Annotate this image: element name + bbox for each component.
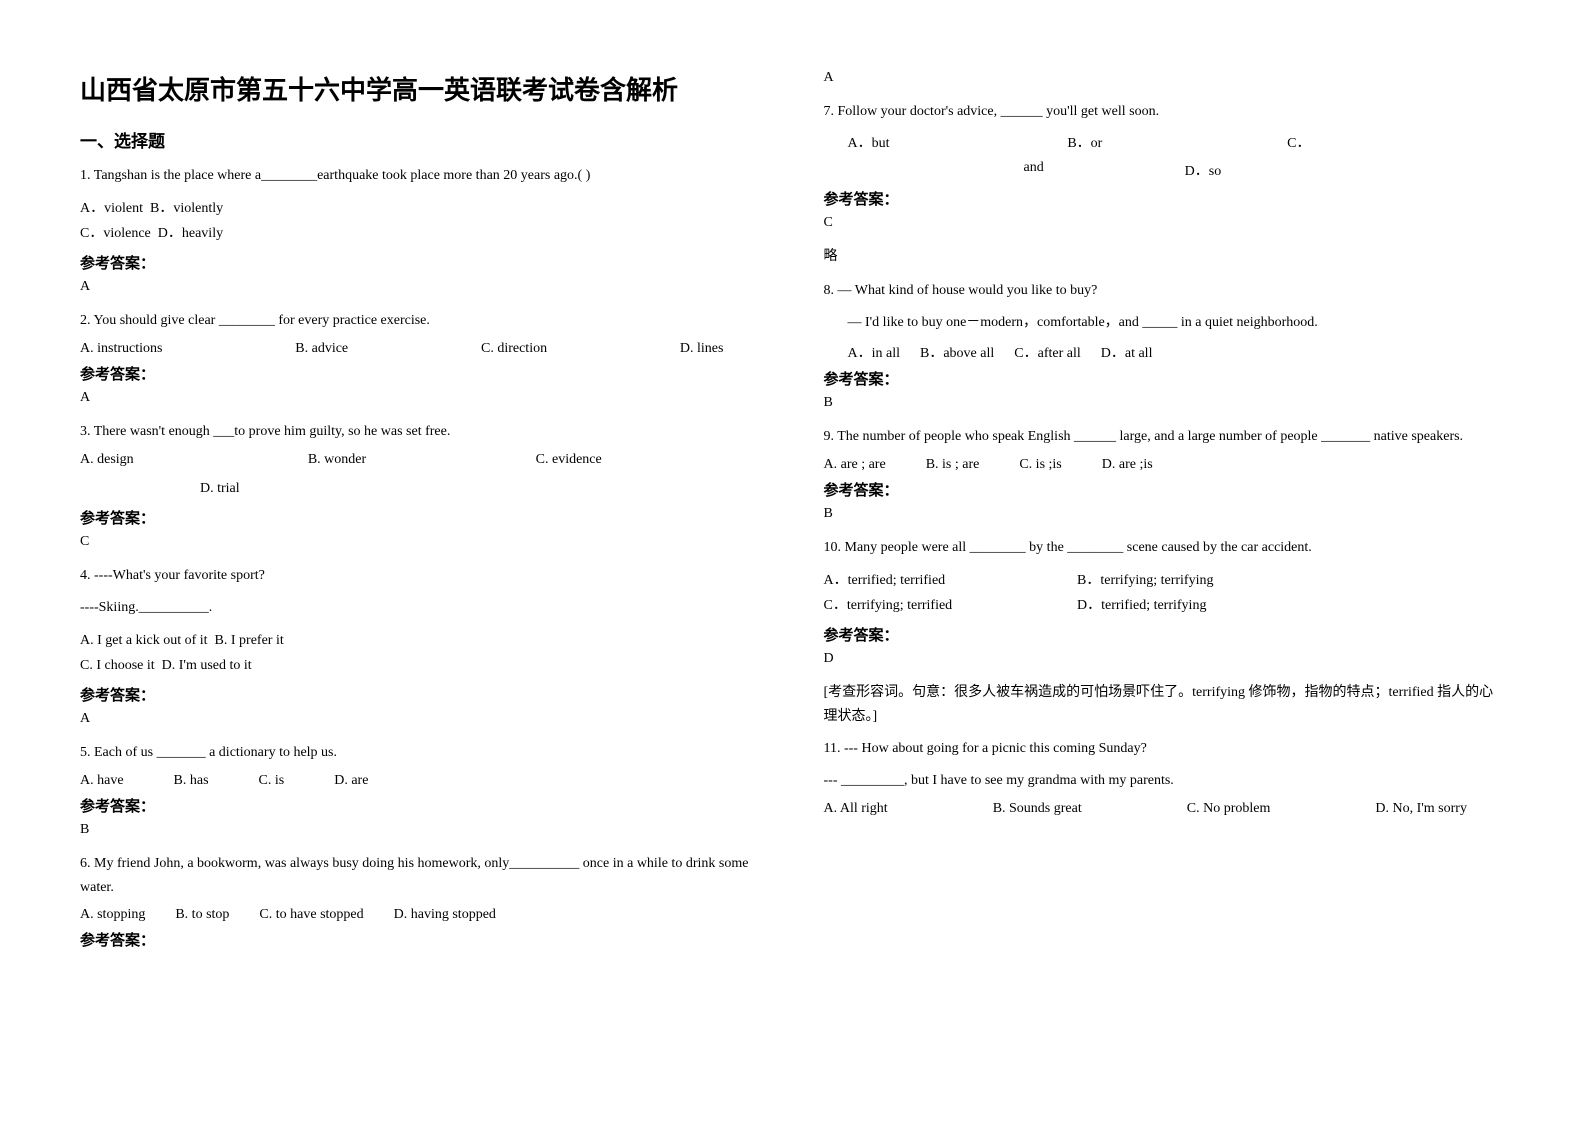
q2-optB: B. advice xyxy=(295,341,348,357)
q8-line1: 8. — What kind of house would you like t… xyxy=(824,279,1508,303)
q10-answer-label: 参考答案： xyxy=(824,624,1508,645)
q9-answer-label: 参考答案： xyxy=(824,479,1508,500)
q8-optB: B．above all xyxy=(920,342,994,362)
q4-line1: 4. ----What's your favorite sport? xyxy=(80,564,764,588)
q11-optD: D. No, I'm sorry xyxy=(1375,801,1467,817)
q10-optD: D．terrified; terrifying xyxy=(1077,598,1206,613)
q7-optA: A．but xyxy=(848,132,1068,152)
q11-options: A. All right B. Sounds great C. No probl… xyxy=(824,801,1508,817)
right-column: A 7. Follow your doctor's advice, ______… xyxy=(824,70,1508,956)
q7-options-row2: and D．so xyxy=(824,160,1508,180)
q7-note: 略 xyxy=(824,245,1508,265)
page-title: 山西省太原市第五十六中学高一英语联考试卷含解析 xyxy=(80,70,764,107)
q1-answer: A xyxy=(80,279,764,295)
q3-answer-label: 参考答案： xyxy=(80,507,764,528)
q5-options: A. have B. has C. is D. are xyxy=(80,773,764,789)
q1-answer-label: 参考答案： xyxy=(80,252,764,273)
q3-optA: A. design xyxy=(80,452,308,468)
exam-page: 山西省太原市第五十六中学高一英语联考试卷含解析 一、选择题 1. Tangsha… xyxy=(0,0,1587,1026)
q4-optD: D. I'm used to it xyxy=(162,658,252,673)
q11-line1: 11. --- How about going for a picnic thi… xyxy=(824,737,1508,761)
q8-optD: D．at all xyxy=(1101,342,1153,362)
q6-options: A. stopping B. to stop C. to have stoppe… xyxy=(80,907,764,923)
q11-line2: --- _________, but I have to see my gran… xyxy=(824,769,1508,793)
q8-optC: C．after all xyxy=(1014,342,1080,362)
q1-text: 1. Tangshan is the place where a________… xyxy=(80,164,764,188)
q11-optA: A. All right xyxy=(824,801,888,817)
q5-optA: A. have xyxy=(80,773,124,789)
q4-optB: B. I prefer it xyxy=(215,633,284,648)
q9-optD: D. are ;is xyxy=(1102,457,1153,473)
left-column: 山西省太原市第五十六中学高一英语联考试卷含解析 一、选择题 1. Tangsha… xyxy=(80,70,764,956)
q7-optB: B．or xyxy=(1067,132,1287,152)
q10-note: [考查形容词。句意：很多人被车祸造成的可怕场景吓住了。terrifying 修饰… xyxy=(824,681,1508,729)
q10-optA: A．terrified; terrified xyxy=(824,568,1074,593)
q10-answer: D xyxy=(824,651,1508,667)
q3-text: 3. There wasn't enough ___to prove him g… xyxy=(80,420,764,444)
q6-optC: C. to have stopped xyxy=(259,907,363,923)
q9-optB: B. is ; are xyxy=(926,457,980,473)
q11-optC: C. No problem xyxy=(1187,801,1271,817)
q10-optB: B．terrifying; terrifying xyxy=(1077,573,1213,588)
q6-optA: A. stopping xyxy=(80,907,145,923)
q4-options: A. I get a kick out of it B. I prefer it… xyxy=(80,628,764,678)
q5-answer-label: 参考答案： xyxy=(80,795,764,816)
q9-text: 9. The number of people who speak Englis… xyxy=(824,425,1508,449)
q5-answer: B xyxy=(80,822,764,838)
q9-optA: A. are ; are xyxy=(824,457,886,473)
q4-line2: ----Skiing.__________. xyxy=(80,596,764,620)
q11-optB: B. Sounds great xyxy=(993,801,1082,817)
q5-optC: C. is xyxy=(259,773,285,789)
q1-optB: B．violently xyxy=(150,201,223,216)
q3-optC: C. evidence xyxy=(536,452,764,468)
q3-options-row2: D. trial xyxy=(80,476,764,501)
q9-options: A. are ; are B. is ; are C. is ;is D. ar… xyxy=(824,457,1508,473)
q6-optD: D. having stopped xyxy=(394,907,496,923)
q4-answer-label: 参考答案： xyxy=(80,684,764,705)
q4-optA: A. I get a kick out of it xyxy=(80,633,208,648)
q2-options: A. instructions B. advice C. direction D… xyxy=(80,341,764,357)
q1-optA: A．violent xyxy=(80,201,143,216)
q7-and: and xyxy=(1024,160,1185,180)
q1-options: A．violent B．violently C．violence D．heavi… xyxy=(80,196,764,246)
q3-options-row1: A. design B. wonder C. evidence xyxy=(80,452,764,468)
q7-answer: C xyxy=(824,215,1508,231)
q2-optD: D. lines xyxy=(680,341,724,357)
q6-optB: B. to stop xyxy=(175,907,229,923)
q8-optA: A．in all xyxy=(848,342,901,362)
q8-answer: B xyxy=(824,395,1508,411)
q5-text: 5. Each of us _______ a dictionary to he… xyxy=(80,741,764,765)
q2-text: 2. You should give clear ________ for ev… xyxy=(80,309,764,333)
q7-answer-label: 参考答案： xyxy=(824,188,1508,209)
q3-optD: D. trial xyxy=(200,481,240,496)
q10-options: A．terrified; terrified B．terrifying; ter… xyxy=(824,568,1508,618)
q7-options-row1: A．but B．or C． xyxy=(824,132,1508,152)
q8-answer-label: 参考答案： xyxy=(824,368,1508,389)
q4-optC: C. I choose it xyxy=(80,658,155,673)
q8-options: A．in all B．above all C．after all D．at al… xyxy=(824,342,1508,362)
q3-answer: C xyxy=(80,534,764,550)
section-header: 一、选择题 xyxy=(80,127,764,152)
q6-text: 6. My friend John, a bookworm, was alway… xyxy=(80,852,764,900)
q7-optD: D．so xyxy=(1185,160,1346,180)
q2-optC: C. direction xyxy=(481,341,547,357)
q9-answer: B xyxy=(824,506,1508,522)
q10-optC: C．terrifying; terrified xyxy=(824,593,1074,618)
q1-optC: C．violence xyxy=(80,226,151,241)
q1-optD: D．heavily xyxy=(158,226,223,241)
q5-optD: D. are xyxy=(334,773,368,789)
q3-optB: B. wonder xyxy=(308,452,536,468)
q7-optC: C． xyxy=(1287,132,1507,152)
q10-text: 10. Many people were all ________ by the… xyxy=(824,536,1508,560)
q5-optB: B. has xyxy=(174,773,209,789)
q6-answer: A xyxy=(824,70,1508,86)
q6-answer-label: 参考答案： xyxy=(80,929,764,950)
q9-optC: C. is ;is xyxy=(1019,457,1061,473)
q8-line2: — I'd like to buy one－modern，comfortable… xyxy=(824,311,1508,335)
q2-answer-label: 参考答案： xyxy=(80,363,764,384)
q4-answer: A xyxy=(80,711,764,727)
q2-optA: A. instructions xyxy=(80,341,162,357)
q7-text: 7. Follow your doctor's advice, ______ y… xyxy=(824,100,1508,124)
q2-answer: A xyxy=(80,390,764,406)
